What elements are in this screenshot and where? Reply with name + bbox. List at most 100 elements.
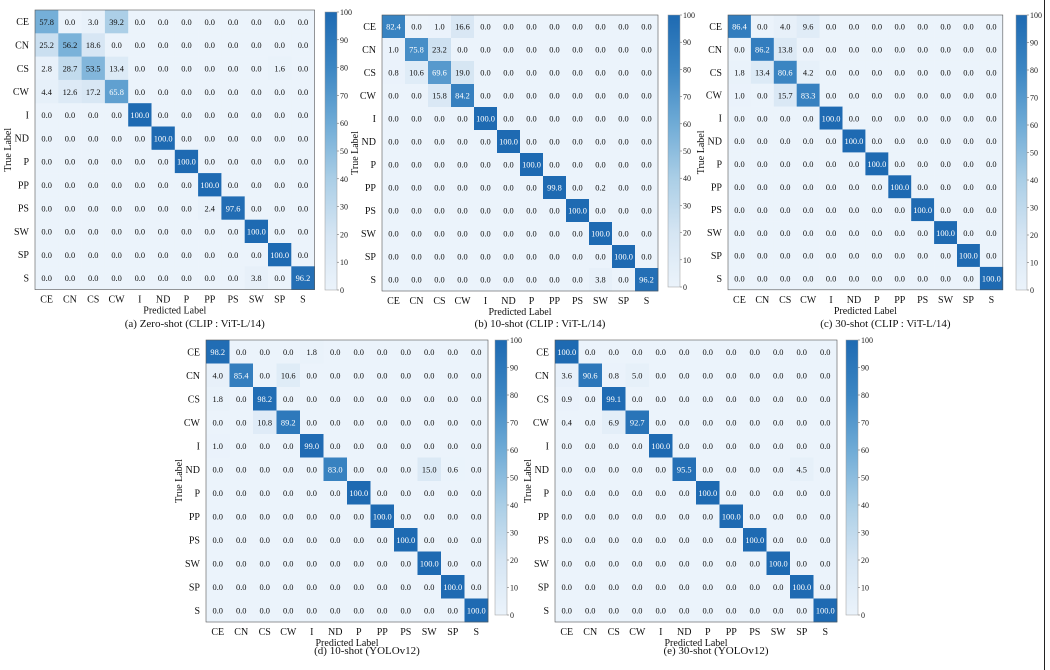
heatmap-cell: [911, 106, 935, 130]
cell-value-label: 0.0: [65, 158, 75, 167]
cell-value-label: 0.0: [757, 160, 767, 169]
heatmap-cell: [635, 107, 659, 131]
subfigure-caption: (e) 30-shot (YOLOv12): [663, 645, 768, 657]
cell-value-label: 0.0: [986, 46, 996, 55]
cell-value-label: 0.0: [424, 536, 434, 545]
cell-value-label: 0.0: [703, 559, 713, 568]
cell-value-label: 100.0: [913, 206, 932, 215]
heatmap-cell: [578, 481, 603, 505]
cell-value-label: 0.0: [595, 115, 605, 124]
cell-value-label: 0.0: [111, 204, 121, 213]
cell-value-label: 15.8: [432, 92, 447, 101]
cell-value-label: 0.0: [803, 114, 813, 123]
cell-value-label: 0.0: [354, 512, 364, 521]
heatmap-cell: [417, 504, 442, 529]
heatmap-cell: [268, 243, 292, 267]
cell-value-label: 0.0: [656, 536, 666, 545]
cell-value-label: 100.0: [177, 158, 196, 167]
cell-value-label: 0.0: [641, 138, 651, 147]
heatmap-cell: [602, 363, 626, 388]
cell-value-label: 0.0: [424, 583, 434, 592]
heatmap-cell: [979, 221, 1004, 245]
cell-value-label: 0.0: [181, 181, 191, 190]
cell-value-label: 0.0: [448, 606, 458, 615]
cell-value-label: 0.0: [480, 92, 490, 101]
cell-value-label: 0.0: [65, 181, 75, 190]
cell-value-label: 0.0: [526, 23, 536, 32]
heatmap-cell: [612, 153, 636, 177]
cell-value-label: 0.0: [780, 183, 790, 192]
heatmap-cell: [934, 175, 958, 199]
heatmap-cell: [790, 575, 814, 599]
cell-value-label: 0.0: [158, 18, 168, 27]
heatmap-cell: [578, 457, 603, 482]
cell-value-label: 0.0: [572, 92, 582, 101]
cell-value-label: 0.0: [251, 251, 261, 260]
heatmap-cell: [957, 152, 981, 176]
heatmap-cell: [625, 481, 650, 505]
cell-value-label: 98.2: [210, 348, 225, 357]
cell-value-label: 100.0: [557, 348, 576, 357]
heatmap-cell: [370, 551, 395, 576]
cell-value-label: 0.0: [411, 138, 421, 147]
x-tick-label: ND: [501, 296, 515, 307]
cell-value-label: 96.2: [639, 276, 654, 285]
y-axis-label: True Label: [350, 131, 361, 175]
cell-value-label: 0.0: [595, 253, 605, 262]
heatmap-cell: [221, 243, 245, 267]
cell-value-label: 0.0: [734, 206, 744, 215]
cell-value-label: 0.0: [895, 137, 905, 146]
heatmap-cell: [417, 387, 442, 411]
cell-value-label: 100.0: [722, 512, 741, 521]
cell-value-label: 0.0: [298, 251, 308, 260]
heatmap-cell: [151, 173, 176, 197]
cell-value-label: 0.0: [181, 18, 191, 27]
cell-value-label: 0.0: [820, 583, 830, 592]
cell-value-label: 0.0: [526, 230, 536, 239]
heatmap-cell: [347, 457, 371, 482]
heatmap-cell: [719, 410, 744, 435]
heatmap-cell: [174, 33, 199, 57]
heatmap-cell: [911, 129, 935, 153]
cell-value-label: 0.0: [503, 276, 513, 285]
heatmap-cell: [417, 551, 442, 576]
heatmap-cell: [276, 551, 301, 576]
cell-value-label: 0.0: [773, 536, 783, 545]
y-tick-label: CE: [16, 17, 29, 28]
heatmap-cell: [405, 176, 429, 200]
heatmap-cell: [276, 598, 301, 623]
cell-value-label: 0.0: [734, 229, 744, 238]
colorbar-tick-label: 0: [340, 286, 344, 295]
cell-value-label: 0.0: [632, 512, 642, 521]
cell-value-label: 0.0: [572, 46, 582, 55]
x-tick-label: CN: [583, 627, 597, 638]
cell-value-label: 0.0: [181, 274, 191, 283]
heatmap-cell: [474, 222, 498, 246]
cell-value-label: 0.0: [757, 114, 767, 123]
heatmap-cell: [750, 152, 775, 176]
cell-value-label: 0.0: [895, 23, 905, 32]
y-tick-label: CE: [536, 347, 549, 358]
heatmap-cell: [347, 528, 371, 552]
heatmap-cell: [174, 126, 199, 151]
heatmap-cell: [728, 152, 752, 176]
cell-value-label: 0.0: [726, 371, 736, 380]
y-tick-label: SW: [14, 227, 30, 238]
heatmap-cell: [813, 481, 838, 505]
heatmap-cell: [865, 221, 889, 245]
cell-value-label: 0.0: [618, 115, 628, 124]
colorbar-tick-label: 100: [340, 8, 352, 17]
heatmap-cell: [979, 15, 1004, 39]
heatmap-cell: [382, 268, 406, 292]
cell-value-label: 0.0: [228, 41, 238, 50]
heatmap-cell: [566, 268, 590, 292]
heatmap-cell: [464, 598, 489, 623]
heatmap-cell: [58, 103, 82, 127]
heatmap-cell: [104, 173, 129, 197]
heatmap-cell: [128, 56, 152, 81]
cell-value-label: 100.0: [845, 137, 864, 146]
heatmap-cell: [300, 363, 324, 388]
heatmap-cell: [719, 504, 744, 529]
heatmap-cell: [81, 173, 106, 197]
